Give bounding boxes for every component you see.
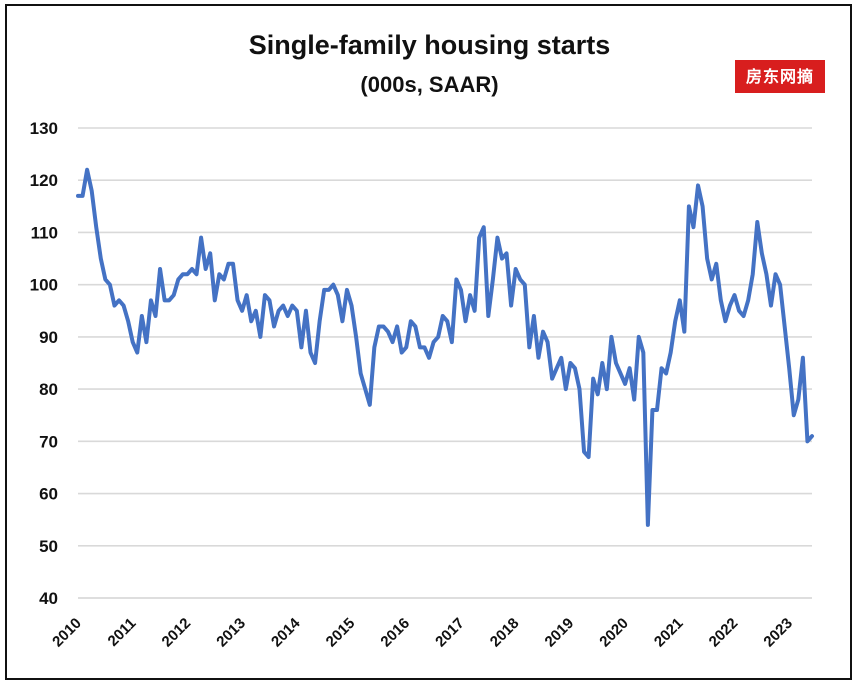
x-tick-label: 2017 <box>432 615 468 651</box>
y-axis-tick-labels: 40 50 60 70 80 90 100 110 120 130 <box>30 119 58 608</box>
y-tick-label: 110 <box>31 223 58 242</box>
chart-title: Single-family housing starts <box>248 30 611 60</box>
y-tick-label: 90 <box>39 328 58 347</box>
y-tick-label: 130 <box>30 119 58 138</box>
y-tick-label: 50 <box>39 537 58 556</box>
x-tick-label: 2020 <box>596 615 632 651</box>
x-tick-label: 2016 <box>377 615 413 651</box>
y-tick-label: 60 <box>39 485 58 504</box>
chart-subtitle: (000s, SAAR) <box>360 72 499 97</box>
x-tick-label: 2021 <box>651 615 687 651</box>
x-tick-label: 2015 <box>323 615 359 651</box>
watermark-badge: 房东网摘 <box>735 60 825 93</box>
x-tick-label: 2023 <box>760 615 796 651</box>
x-tick-label: 2019 <box>542 615 578 651</box>
x-tick-label: 2011 <box>105 615 140 650</box>
y-tick-label: 80 <box>39 380 58 399</box>
x-tick-label: 2013 <box>213 615 249 651</box>
x-tick-label: 2014 <box>268 614 304 650</box>
y-tick-label: 120 <box>30 171 58 190</box>
y-tick-label: 100 <box>30 276 58 295</box>
y-tick-label: 70 <box>39 432 58 451</box>
series-layer <box>76 167 814 527</box>
series-line <box>76 167 814 527</box>
x-tick-label: 2012 <box>159 615 195 651</box>
x-tick-label: 2022 <box>706 615 742 651</box>
x-tick-label: 2010 <box>49 615 85 651</box>
x-tick-label: 2018 <box>487 615 523 651</box>
x-axis-tick-labels: 2010 2011 2012 2013 2014 2015 2016 2017 2018 2019… <box>49 614 796 650</box>
y-tick-label: 40 <box>39 589 58 608</box>
